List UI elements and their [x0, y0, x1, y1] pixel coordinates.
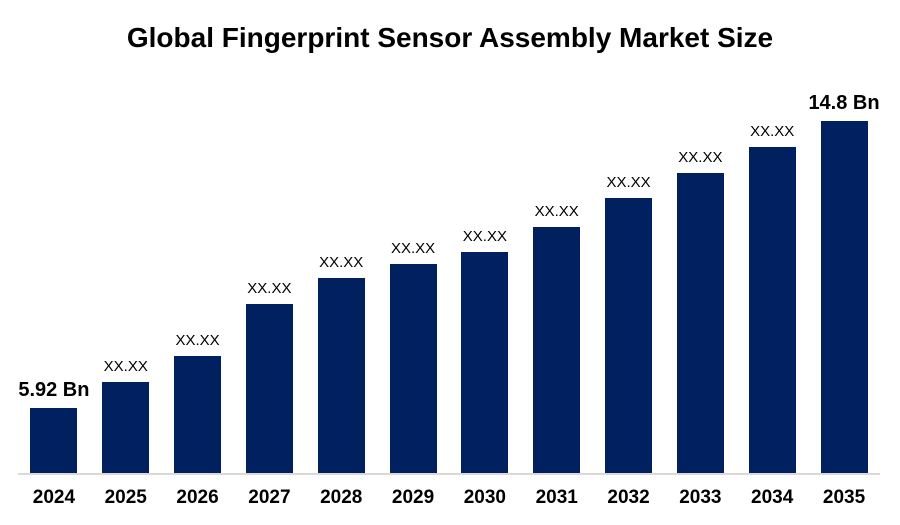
- bar-group: XX.XX: [233, 85, 305, 473]
- bar-group: XX.XX: [90, 85, 162, 473]
- x-axis-tick-label: 2029: [391, 487, 435, 508]
- x-axis-tick-label: 2032: [607, 487, 650, 508]
- bar-value-label: XX.XX: [103, 357, 148, 375]
- bar: [317, 278, 365, 473]
- x-axis-tick-label: 2024: [32, 487, 76, 508]
- bar: [676, 173, 724, 473]
- bar-value-label: XX.XX: [534, 202, 579, 220]
- bar-group: XX.XX: [736, 85, 808, 473]
- bar: [461, 252, 509, 473]
- bar-group: 14.8 Bn: [808, 85, 880, 473]
- x-axis-tick-label: 2033: [679, 487, 722, 508]
- x-axis-tick-label: 2034: [751, 487, 794, 508]
- x-axis-tick-label: 2031: [535, 487, 578, 508]
- bar-value-label: 5.92 Bn: [18, 379, 90, 401]
- bar-value-label: 14.8 Bn: [808, 92, 880, 114]
- plot-area: 5.92 Bn XX.XX XX.XX XX.XX XX.XX XX.XX XX.XX XX.…: [18, 85, 880, 509]
- bar-group: XX.XX: [162, 85, 234, 473]
- bar-group: XX.XX: [664, 85, 736, 473]
- x-axis-tick-label: 2030: [463, 487, 507, 508]
- bar-value-label: XX.XX: [319, 253, 364, 271]
- bar-group: 5.92 Bn: [18, 85, 90, 473]
- bar-group: XX.XX: [449, 85, 521, 473]
- x-axis-tick-label: 2035: [822, 487, 866, 508]
- x-axis-line: [18, 473, 880, 475]
- bar: [245, 304, 293, 473]
- x-axis-labels: 2024 2025 2026 2027 2028 2029 2030 2031 2032 2033…: [18, 487, 880, 509]
- bar-value-label: XX.XX: [750, 122, 795, 140]
- bar-value-label: XX.XX: [678, 148, 723, 166]
- x-axis-tick-label: 2027: [248, 487, 291, 508]
- bar-group: XX.XX: [377, 85, 449, 473]
- bar-value-label: XX.XX: [462, 227, 507, 245]
- bar: [605, 198, 653, 473]
- bar: [820, 121, 868, 473]
- bar-group: XX.XX: [305, 85, 377, 473]
- bar-value-label: XX.XX: [390, 239, 436, 257]
- bar: [102, 382, 150, 473]
- bar: [389, 264, 437, 473]
- bar: [30, 408, 78, 473]
- x-axis-tick-label: 2025: [104, 487, 147, 508]
- bar-group: XX.XX: [593, 85, 665, 473]
- bar: [748, 147, 796, 473]
- bar: [174, 356, 222, 473]
- chart-title: Global Fingerprint Sensor Assembly Marke…: [126, 22, 774, 53]
- bar-group: XX.XX: [521, 85, 593, 473]
- bar-value-label: XX.XX: [606, 173, 651, 191]
- x-axis-tick-label: 2026: [176, 487, 219, 508]
- bars-row: 5.92 Bn XX.XX XX.XX XX.XX XX.XX XX.XX XX.XX XX.…: [18, 85, 880, 473]
- bar: [533, 227, 581, 473]
- bar-value-label: XX.XX: [247, 279, 292, 297]
- bar-value-label: XX.XX: [175, 331, 220, 349]
- x-axis-tick-label: 2028: [320, 487, 363, 508]
